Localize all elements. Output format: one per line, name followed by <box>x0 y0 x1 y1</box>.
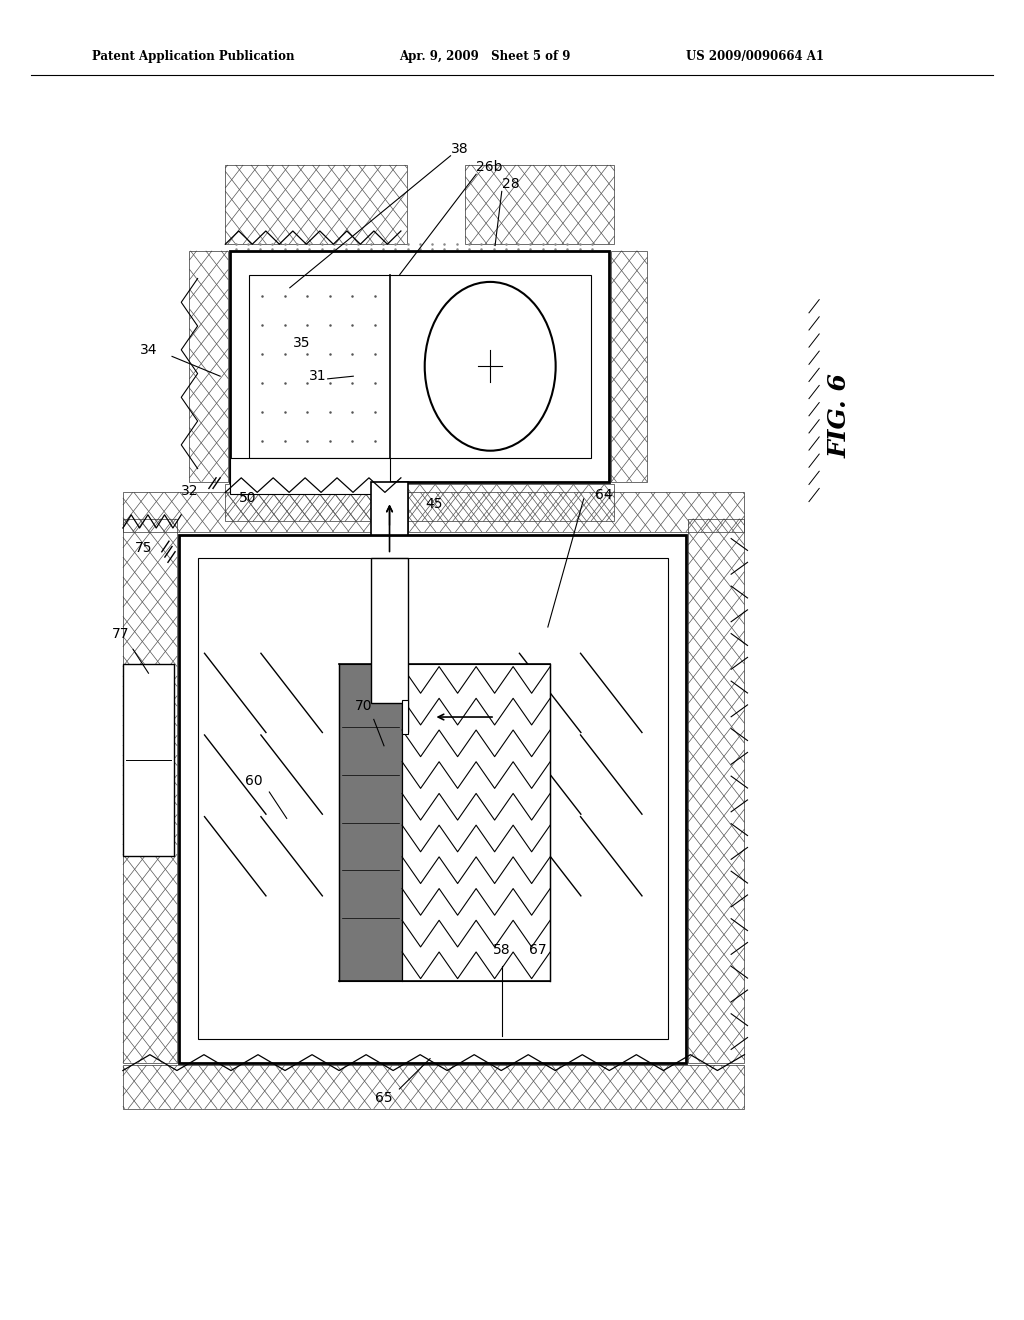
Text: 32: 32 <box>180 484 199 498</box>
Bar <box>230 458 389 494</box>
Text: 65: 65 <box>375 1092 393 1105</box>
Text: 45: 45 <box>425 498 442 511</box>
Text: 70: 70 <box>354 700 373 713</box>
Bar <box>123 664 174 857</box>
Text: 38: 38 <box>451 141 468 156</box>
Bar <box>249 275 591 458</box>
Bar <box>189 251 228 482</box>
Bar <box>688 519 744 1063</box>
Bar <box>371 558 408 702</box>
Text: FIG. 6: FIG. 6 <box>827 374 852 458</box>
Text: 67: 67 <box>528 944 547 957</box>
Bar <box>123 1065 744 1109</box>
Text: Patent Application Publication: Patent Application Publication <box>92 50 295 63</box>
Bar <box>465 165 614 244</box>
Bar <box>225 484 614 521</box>
Bar <box>371 482 408 535</box>
Text: 75: 75 <box>134 541 153 554</box>
Text: 60: 60 <box>245 775 263 788</box>
Bar <box>198 558 668 1039</box>
Text: 35: 35 <box>293 337 311 350</box>
Bar <box>230 251 609 482</box>
Bar <box>407 702 408 731</box>
Text: 34: 34 <box>139 343 158 356</box>
Text: US 2009/0090664 A1: US 2009/0090664 A1 <box>686 50 824 63</box>
Bar <box>339 664 402 981</box>
Text: 77: 77 <box>112 627 130 640</box>
Bar <box>179 535 686 1063</box>
Text: 26b: 26b <box>476 160 503 174</box>
Bar <box>611 251 647 482</box>
Bar <box>123 492 374 532</box>
Bar <box>123 519 177 1063</box>
Bar <box>402 664 550 981</box>
Bar <box>225 165 408 244</box>
Text: 31: 31 <box>308 370 327 383</box>
Bar <box>402 700 409 734</box>
Text: 64: 64 <box>595 488 613 502</box>
Bar <box>408 492 744 532</box>
Text: 50: 50 <box>239 491 257 504</box>
Text: 58: 58 <box>493 944 511 957</box>
Text: Apr. 9, 2009   Sheet 5 of 9: Apr. 9, 2009 Sheet 5 of 9 <box>399 50 570 63</box>
Text: 28: 28 <box>502 177 519 191</box>
